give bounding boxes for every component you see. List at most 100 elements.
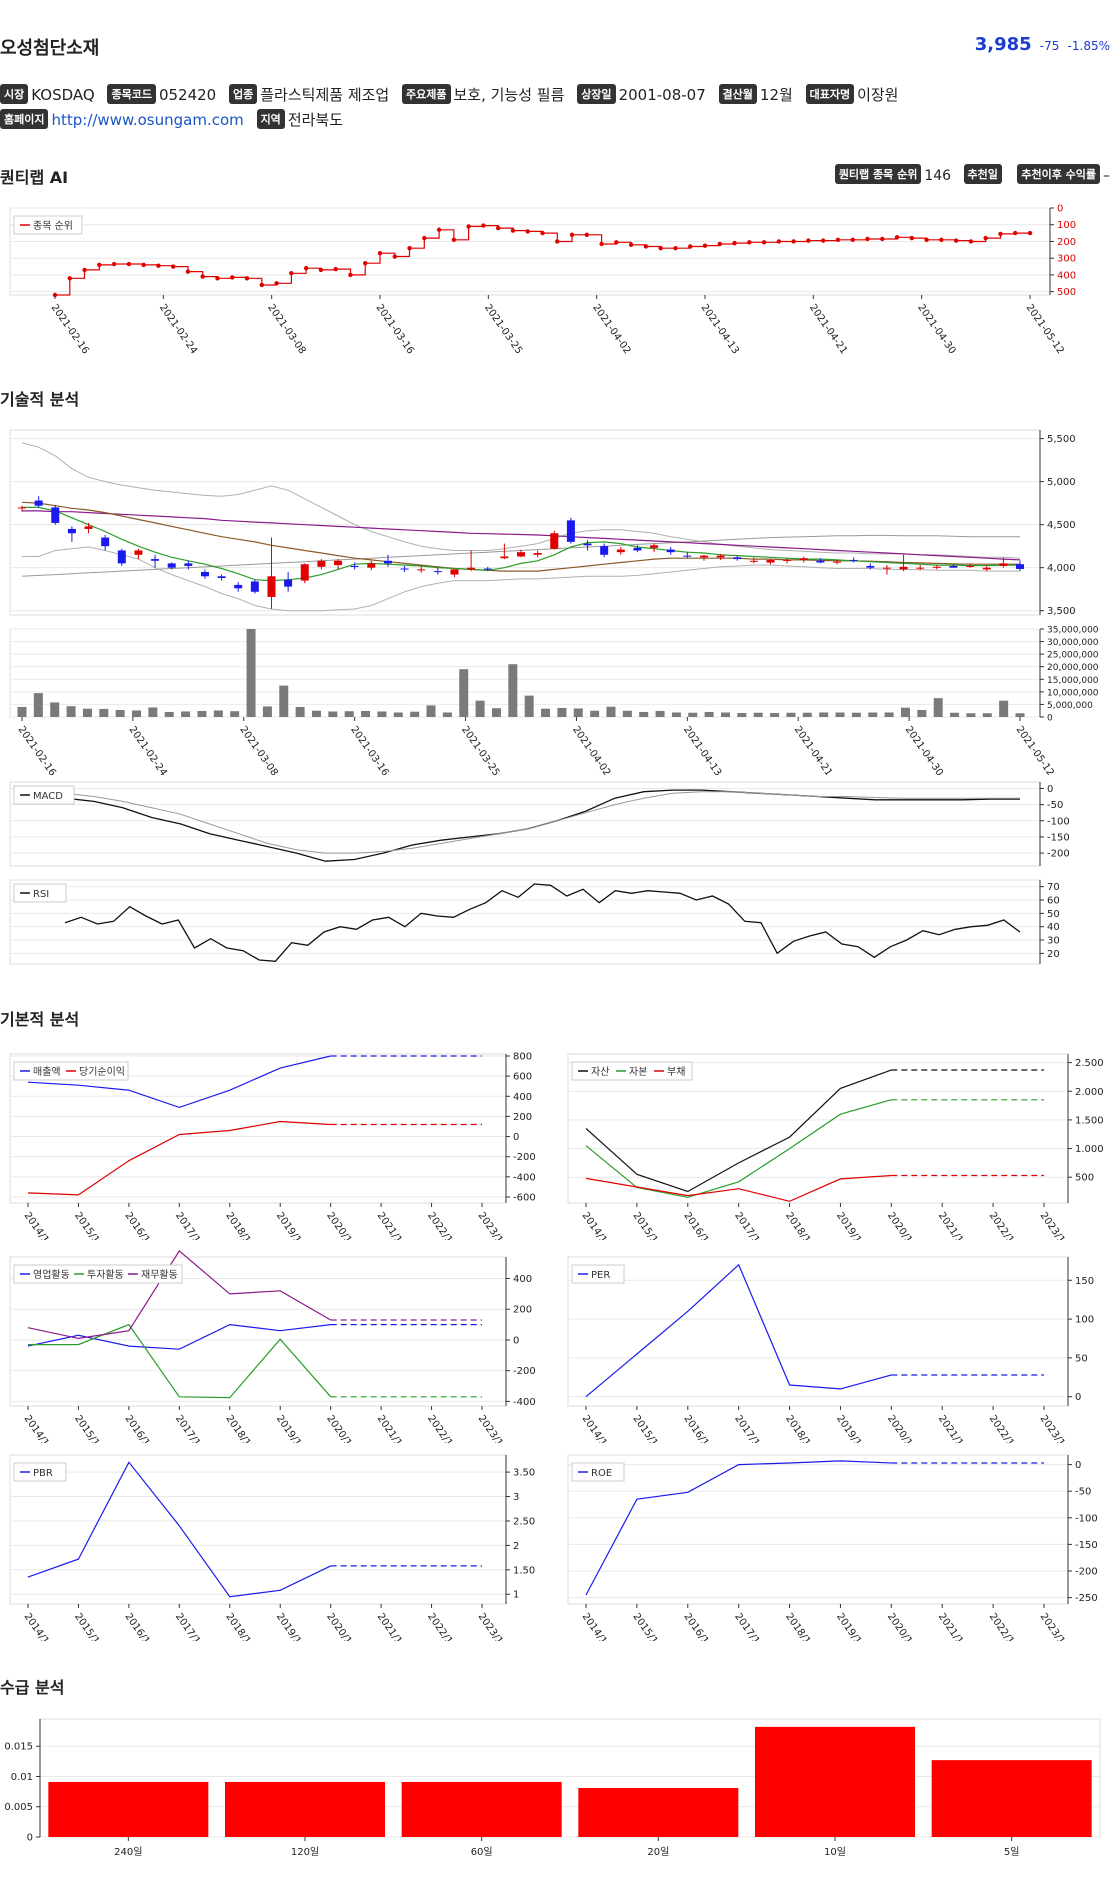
volume-bar xyxy=(868,712,878,717)
rank-tag: 퀀티랩 종목 순위 xyxy=(834,164,922,184)
candle-body xyxy=(966,565,975,567)
volume-bar xyxy=(573,708,583,717)
volume-bar xyxy=(50,702,60,717)
volume-bar xyxy=(197,710,207,717)
x-tick-label: 2018/12 xyxy=(223,1210,256,1240)
x-tick-label: 2015/12 xyxy=(72,1210,105,1240)
x-tick-label: 2014/12 xyxy=(580,1611,613,1641)
rank-point xyxy=(614,240,619,245)
rank-point xyxy=(185,269,191,274)
y-tick-label: -50 xyxy=(1075,1487,1091,1498)
y-tick-label: 100 xyxy=(1075,1315,1094,1326)
legend-label: 자산 xyxy=(591,1066,609,1078)
plot-frame xyxy=(567,1256,1069,1407)
volume-bar xyxy=(377,711,387,717)
rank-point xyxy=(481,223,486,228)
balance-chart: 500 1.000 1.500 2.000 2.500 2014/12 2015/12 201… xyxy=(567,1053,1104,1240)
x-tick-label: 2021-04-30 xyxy=(915,302,957,356)
legend-box xyxy=(13,785,75,805)
rank-point xyxy=(998,231,1003,237)
x-tick-label: 2018/12 xyxy=(223,1413,256,1443)
volume-bar xyxy=(344,711,354,717)
volume-bar xyxy=(279,685,289,717)
y-tick-label: 600 xyxy=(513,1072,532,1083)
y-tick-label: 5,000 xyxy=(1047,477,1076,488)
legend-label: 종목 순위 xyxy=(33,219,73,232)
y-tick-label: 500 xyxy=(1057,287,1076,298)
rank-point xyxy=(953,238,959,243)
rank-point xyxy=(555,239,560,244)
x-tick-label: 2014/12 xyxy=(580,1413,613,1443)
y-tick-label: 60 xyxy=(1047,896,1060,907)
candle-body xyxy=(866,565,875,568)
y-tick-label: -200 xyxy=(1075,1567,1098,1578)
product-value: 보호, 기능성 필름 xyxy=(453,86,565,104)
y-tick-label: 500 xyxy=(1075,1173,1094,1184)
x-tick-label: 2019/12 xyxy=(274,1210,307,1240)
rank-point xyxy=(510,228,516,233)
x-tick-label: 2021-04-02 xyxy=(570,724,612,775)
rank-point xyxy=(643,244,649,249)
x-tick-label: 2022/12 xyxy=(987,1210,1020,1240)
volume-bar xyxy=(590,710,600,717)
price-change: -75 xyxy=(1039,39,1060,53)
rsi-chart: 20 30 40 50 60 70 RSI xyxy=(9,879,1060,965)
homepage-link[interactable]: http://www.osungam.com xyxy=(51,111,244,129)
x-tick-label: 2021/12 xyxy=(375,1210,408,1240)
rank-point xyxy=(67,276,72,281)
candle-body xyxy=(217,576,226,578)
bollinger-upper xyxy=(21,442,1021,559)
y-tick-label: 35,000,000 xyxy=(1047,626,1099,636)
per-chart: 0 50 100 150 2014/12 2015/12 2016/12 2017/12 201… xyxy=(567,1256,1094,1443)
volume-bar xyxy=(1015,713,1025,717)
candle-body xyxy=(350,565,359,567)
x-tick-label: 2021-04-13 xyxy=(681,724,723,775)
volume-bar xyxy=(933,698,943,717)
market-value: KOSDAQ xyxy=(31,86,95,104)
x-tick-label: 2023/12 xyxy=(1038,1413,1071,1443)
rank-point xyxy=(806,238,811,243)
y-tick-label: 1.50 xyxy=(513,1565,535,1576)
legend-box xyxy=(571,1061,693,1081)
candle-body xyxy=(450,569,459,575)
rank-point xyxy=(451,237,457,242)
code-tag: 종목코드 xyxy=(107,84,156,104)
x-tick-label: 2014/12 xyxy=(22,1413,55,1443)
candle-body xyxy=(533,553,542,555)
candle-body xyxy=(151,559,160,561)
x-tick-label: 2021-03-25 xyxy=(482,302,524,356)
candle-body xyxy=(699,555,708,558)
volume-bar xyxy=(99,708,109,717)
legend-label: 매출액 xyxy=(33,1066,61,1078)
y-tick-label: 200 xyxy=(513,1112,532,1123)
y-tick-label: 25,000,000 xyxy=(1047,651,1099,661)
x-tick-label: 2016/12 xyxy=(681,1611,714,1641)
candle-body xyxy=(483,568,492,570)
rank-value: 146 xyxy=(924,168,952,184)
x-tick-label: 2019/12 xyxy=(834,1413,867,1443)
rank-point xyxy=(422,235,427,241)
candle-body xyxy=(783,559,792,561)
rank-point xyxy=(348,272,353,278)
y-tick-label: 400 xyxy=(513,1274,532,1285)
legend-label: MACD xyxy=(33,791,63,802)
x-tick-label: 2021-02-16 xyxy=(16,724,58,775)
volume-bar xyxy=(770,712,780,717)
series-line-rsi xyxy=(64,883,1021,962)
rank-point xyxy=(880,236,885,242)
ma60-line xyxy=(22,510,1021,561)
x-tick-label: 2017/12 xyxy=(173,1210,206,1240)
legend-label: 자본 xyxy=(629,1066,647,1078)
candle-body xyxy=(816,560,825,563)
y-tick-label: -400 xyxy=(513,1172,536,1183)
candle-body xyxy=(134,550,143,555)
recommend-tag: 추천일 xyxy=(963,164,1002,184)
volume-bar xyxy=(966,713,976,717)
x-tick-label: 2021-04-21 xyxy=(792,724,834,775)
x-tick-label: 20일 xyxy=(647,1846,669,1858)
plot-frame xyxy=(9,207,1051,296)
candle-body xyxy=(101,537,110,547)
y-tick-label: -150 xyxy=(1047,832,1070,843)
volume-bar xyxy=(115,709,125,717)
cashflow-chart: -400 -200 0 200 400 2014/12 2015/12 2016/12 2017… xyxy=(9,1249,536,1443)
